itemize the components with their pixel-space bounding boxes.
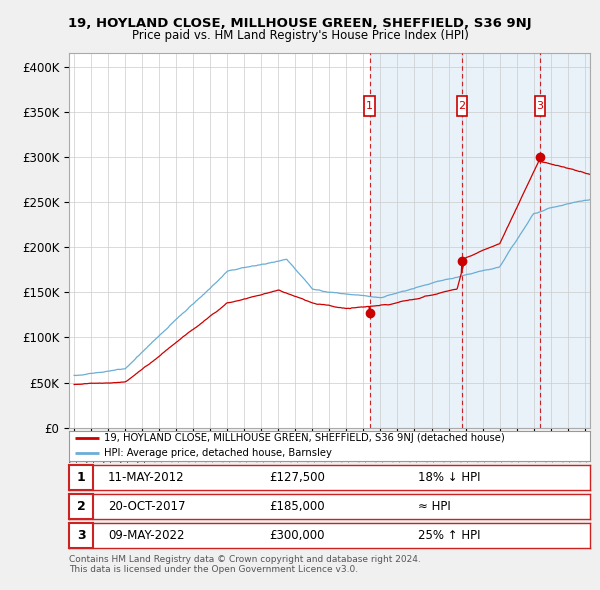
Text: 1: 1: [366, 101, 373, 112]
Bar: [540, 53, 590, 428]
FancyBboxPatch shape: [364, 96, 374, 116]
Text: 11-MAY-2012: 11-MAY-2012: [108, 471, 185, 484]
Text: 19, HOYLAND CLOSE, MILLHOUSE GREEN, SHEFFIELD, S36 9NJ (detached house): 19, HOYLAND CLOSE, MILLHOUSE GREEN, SHEF…: [104, 433, 505, 443]
Text: 09-MAY-2022: 09-MAY-2022: [108, 529, 185, 542]
Text: 1: 1: [77, 471, 85, 484]
Text: £300,000: £300,000: [269, 529, 325, 542]
Bar: [462, 53, 540, 428]
Text: 19, HOYLAND CLOSE, MILLHOUSE GREEN, SHEFFIELD, S36 9NJ: 19, HOYLAND CLOSE, MILLHOUSE GREEN, SHEF…: [68, 17, 532, 30]
Bar: [370, 53, 462, 428]
Text: 25% ↑ HPI: 25% ↑ HPI: [418, 529, 481, 542]
Text: 3: 3: [77, 529, 85, 542]
Text: 2: 2: [458, 101, 466, 112]
Text: 20-OCT-2017: 20-OCT-2017: [108, 500, 185, 513]
Text: £185,000: £185,000: [269, 500, 325, 513]
Text: ≈ HPI: ≈ HPI: [418, 500, 451, 513]
Text: 2: 2: [77, 500, 85, 513]
Text: £127,500: £127,500: [269, 471, 325, 484]
Text: Contains HM Land Registry data © Crown copyright and database right 2024.
This d: Contains HM Land Registry data © Crown c…: [69, 555, 421, 574]
Text: 18% ↓ HPI: 18% ↓ HPI: [418, 471, 481, 484]
FancyBboxPatch shape: [535, 96, 545, 116]
Text: HPI: Average price, detached house, Barnsley: HPI: Average price, detached house, Barn…: [104, 448, 332, 458]
Text: Price paid vs. HM Land Registry's House Price Index (HPI): Price paid vs. HM Land Registry's House …: [131, 30, 469, 42]
FancyBboxPatch shape: [457, 96, 467, 116]
Text: 3: 3: [536, 101, 543, 112]
